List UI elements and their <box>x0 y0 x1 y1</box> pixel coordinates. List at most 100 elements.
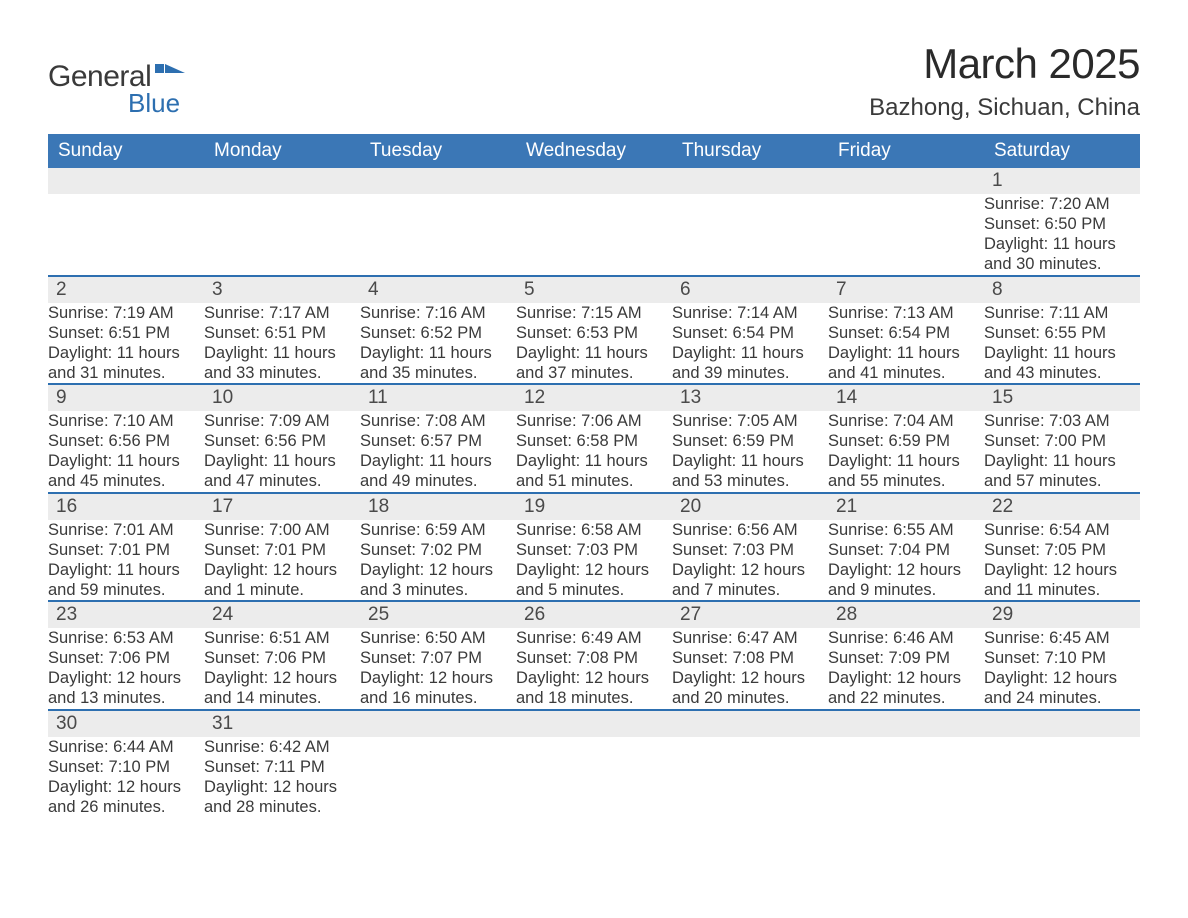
detail-cell: Sunrise: 7:19 AMSunset: 6:51 PMDaylight:… <box>48 303 204 385</box>
day-number: 21 <box>828 494 984 520</box>
day-details: Sunrise: 6:53 AMSunset: 7:06 PMDaylight:… <box>48 628 204 709</box>
day-number: 7 <box>828 277 984 303</box>
sunrise-line: Sunrise: 6:51 AM <box>204 628 360 648</box>
day-details: Sunrise: 7:13 AMSunset: 6:54 PMDaylight:… <box>828 303 984 384</box>
day-details: Sunrise: 6:58 AMSunset: 7:03 PMDaylight:… <box>516 520 672 601</box>
detail-cell: Sunrise: 6:53 AMSunset: 7:06 PMDaylight:… <box>48 628 204 710</box>
daylight-line: Daylight: 12 hours and 5 minutes. <box>516 560 672 600</box>
day-details: Sunrise: 7:20 AMSunset: 6:50 PMDaylight:… <box>984 194 1140 275</box>
sunset-line: Sunset: 7:09 PM <box>828 648 984 668</box>
detail-cell: Sunrise: 6:50 AMSunset: 7:07 PMDaylight:… <box>360 628 516 710</box>
weekday-header-row: SundayMondayTuesdayWednesdayThursdayFrid… <box>48 134 1140 168</box>
sunrise-line: Sunrise: 6:47 AM <box>672 628 828 648</box>
daynum-cell: 21 <box>828 493 984 520</box>
day-number: 2 <box>48 277 204 303</box>
day-number: 27 <box>672 602 828 628</box>
detail-row: Sunrise: 6:44 AMSunset: 7:10 PMDaylight:… <box>48 737 1140 818</box>
daynum-cell: 27 <box>672 601 828 628</box>
daynum-cell <box>48 168 204 194</box>
daynum-cell: 11 <box>360 384 516 411</box>
sunset-line: Sunset: 7:01 PM <box>204 540 360 560</box>
daynum-cell: 12 <box>516 384 672 411</box>
daynum-cell: 9 <box>48 384 204 411</box>
daylight-line: Daylight: 12 hours and 11 minutes. <box>984 560 1140 600</box>
sunrise-line: Sunrise: 6:59 AM <box>360 520 516 540</box>
sunrise-line: Sunrise: 6:49 AM <box>516 628 672 648</box>
sunset-line: Sunset: 6:55 PM <box>984 323 1140 343</box>
daynum-cell <box>672 710 828 737</box>
sunrise-line: Sunrise: 7:04 AM <box>828 411 984 431</box>
daynum-cell: 25 <box>360 601 516 628</box>
daynum-cell: 19 <box>516 493 672 520</box>
weekday-header: Tuesday <box>360 134 516 168</box>
daylight-line: Daylight: 11 hours and 47 minutes. <box>204 451 360 491</box>
daynum-cell: 28 <box>828 601 984 628</box>
detail-cell: Sunrise: 6:51 AMSunset: 7:06 PMDaylight:… <box>204 628 360 710</box>
sunset-line: Sunset: 6:53 PM <box>516 323 672 343</box>
sunrise-line: Sunrise: 7:01 AM <box>48 520 204 540</box>
sunset-line: Sunset: 6:51 PM <box>204 323 360 343</box>
daynum-cell <box>516 168 672 194</box>
day-details: Sunrise: 7:05 AMSunset: 6:59 PMDaylight:… <box>672 411 828 492</box>
detail-cell <box>516 737 672 818</box>
day-details: Sunrise: 7:03 AMSunset: 7:00 PMDaylight:… <box>984 411 1140 492</box>
detail-cell: Sunrise: 7:04 AMSunset: 6:59 PMDaylight:… <box>828 411 984 493</box>
detail-cell: Sunrise: 7:00 AMSunset: 7:01 PMDaylight:… <box>204 520 360 602</box>
daynum-cell: 7 <box>828 276 984 303</box>
daynum-cell: 6 <box>672 276 828 303</box>
day-number: 26 <box>516 602 672 628</box>
detail-cell <box>516 194 672 276</box>
daylight-line: Daylight: 12 hours and 22 minutes. <box>828 668 984 708</box>
detail-row: Sunrise: 7:01 AMSunset: 7:01 PMDaylight:… <box>48 520 1140 602</box>
detail-cell <box>984 737 1140 818</box>
day-details: Sunrise: 6:44 AMSunset: 7:10 PMDaylight:… <box>48 737 204 818</box>
day-details: Sunrise: 7:04 AMSunset: 6:59 PMDaylight:… <box>828 411 984 492</box>
weekday-header: Friday <box>828 134 984 168</box>
day-number <box>984 711 1140 735</box>
sunset-line: Sunset: 7:03 PM <box>516 540 672 560</box>
day-number: 16 <box>48 494 204 520</box>
daylight-line: Daylight: 12 hours and 14 minutes. <box>204 668 360 708</box>
sunrise-line: Sunrise: 6:54 AM <box>984 520 1140 540</box>
daylight-line: Daylight: 12 hours and 9 minutes. <box>828 560 984 600</box>
sunset-line: Sunset: 7:00 PM <box>984 431 1140 451</box>
logo-text-blue: Blue <box>128 88 180 119</box>
day-number: 17 <box>204 494 360 520</box>
day-number: 18 <box>360 494 516 520</box>
detail-cell: Sunrise: 7:13 AMSunset: 6:54 PMDaylight:… <box>828 303 984 385</box>
day-number: 5 <box>516 277 672 303</box>
daylight-line: Daylight: 11 hours and 51 minutes. <box>516 451 672 491</box>
sunset-line: Sunset: 6:54 PM <box>828 323 984 343</box>
detail-row: Sunrise: 6:53 AMSunset: 7:06 PMDaylight:… <box>48 628 1140 710</box>
sunrise-line: Sunrise: 6:53 AM <box>48 628 204 648</box>
daylight-line: Daylight: 11 hours and 59 minutes. <box>48 560 204 600</box>
detail-cell: Sunrise: 6:42 AMSunset: 7:11 PMDaylight:… <box>204 737 360 818</box>
daynum-cell: 30 <box>48 710 204 737</box>
detail-cell: Sunrise: 6:45 AMSunset: 7:10 PMDaylight:… <box>984 628 1140 710</box>
detail-cell: Sunrise: 6:58 AMSunset: 7:03 PMDaylight:… <box>516 520 672 602</box>
detail-cell: Sunrise: 7:03 AMSunset: 7:00 PMDaylight:… <box>984 411 1140 493</box>
day-details: Sunrise: 7:17 AMSunset: 6:51 PMDaylight:… <box>204 303 360 384</box>
day-number <box>672 711 828 735</box>
detail-cell: Sunrise: 7:17 AMSunset: 6:51 PMDaylight:… <box>204 303 360 385</box>
detail-cell: Sunrise: 6:44 AMSunset: 7:10 PMDaylight:… <box>48 737 204 818</box>
day-number: 20 <box>672 494 828 520</box>
detail-cell: Sunrise: 7:06 AMSunset: 6:58 PMDaylight:… <box>516 411 672 493</box>
sunset-line: Sunset: 7:02 PM <box>360 540 516 560</box>
sunrise-line: Sunrise: 6:50 AM <box>360 628 516 648</box>
day-details: Sunrise: 7:01 AMSunset: 7:01 PMDaylight:… <box>48 520 204 601</box>
title-block: March 2025 Bazhong, Sichuan, China <box>869 40 1140 122</box>
header-bar: General Blue March 2025 Bazhong, Sichuan… <box>48 40 1140 122</box>
sunrise-line: Sunrise: 7:17 AM <box>204 303 360 323</box>
weekday-header: Saturday <box>984 134 1140 168</box>
sunrise-line: Sunrise: 6:58 AM <box>516 520 672 540</box>
daylight-line: Daylight: 12 hours and 26 minutes. <box>48 777 204 817</box>
day-number: 29 <box>984 602 1140 628</box>
detail-cell <box>828 194 984 276</box>
sunset-line: Sunset: 7:03 PM <box>672 540 828 560</box>
day-number: 12 <box>516 385 672 411</box>
daynum-cell: 3 <box>204 276 360 303</box>
daynum-cell <box>828 710 984 737</box>
month-title: March 2025 <box>869 40 1140 88</box>
daylight-line: Daylight: 11 hours and 43 minutes. <box>984 343 1140 383</box>
